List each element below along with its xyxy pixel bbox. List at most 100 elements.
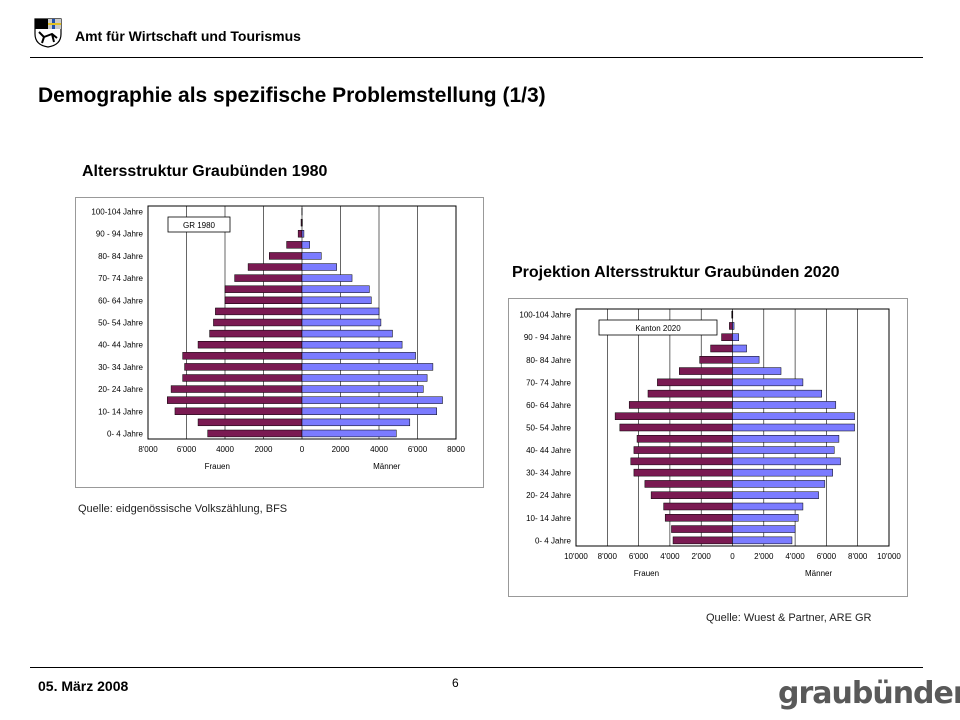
chart2-bar-frauen bbox=[679, 367, 733, 375]
chart2-bar-frauen bbox=[721, 333, 733, 341]
chart1-bar-frauen bbox=[184, 363, 303, 371]
chart1-bar-maenner bbox=[301, 418, 411, 427]
chart2-bar-frauen bbox=[647, 389, 733, 398]
chart2-category-label: 60- 64 Jahre bbox=[526, 401, 571, 410]
chart1-bar-frauen bbox=[247, 263, 303, 271]
chart1-x-tick-label: 2000 bbox=[255, 445, 273, 454]
chart2-bar-frauen bbox=[636, 435, 733, 443]
chart1-bar-frauen bbox=[170, 385, 303, 393]
graubuenden-wordmark-icon: graubünden bbox=[778, 676, 960, 711]
chart1-x-tick-label: 4000 bbox=[216, 445, 234, 454]
chart2-legend-label: Kanton 2020 bbox=[635, 324, 681, 333]
chart2-bar-maenner bbox=[732, 536, 793, 545]
coat-of-arms-graubuenden-icon bbox=[34, 18, 62, 48]
chart2-bar-maenner bbox=[732, 491, 819, 499]
chart1-bar-frauen bbox=[297, 230, 303, 238]
chart1-category-label: 70- 74 Jahre bbox=[98, 274, 143, 283]
chart2-bar-frauen bbox=[630, 457, 733, 466]
chart1-bar-maenner bbox=[301, 374, 428, 382]
chart2-bar-maenner bbox=[732, 502, 804, 511]
footer-divider bbox=[30, 667, 923, 668]
chart2-legend-box: Kanton 2020 bbox=[598, 319, 718, 336]
chart2-bar-frauen bbox=[710, 344, 733, 353]
chart2-bar-maenner bbox=[732, 480, 826, 488]
chart2-category-label: 40- 44 Jahre bbox=[526, 446, 571, 455]
chart1-xlabel-maenner: Männer bbox=[373, 462, 400, 471]
chart1-bar-maenner bbox=[301, 329, 393, 338]
chart1-population-pyramid-1980: 8'000 6'000 4000 2000 0 2000 4000 6'000 8000 Frau… bbox=[75, 197, 484, 488]
chart1-bar-frauen bbox=[209, 329, 303, 338]
chart1-category-label: 80- 84 Jahre bbox=[98, 252, 143, 261]
chart1-category-label: 60- 64 Jahre bbox=[98, 296, 143, 305]
chart1-x-tick-label: 6'000 bbox=[408, 445, 428, 454]
chart2-bar-frauen bbox=[657, 378, 733, 387]
chart1-title: Altersstruktur Graubünden 1980 bbox=[82, 163, 328, 180]
chart1-bar-maenner bbox=[301, 307, 380, 316]
chart1-x-tick-label: 4000 bbox=[370, 445, 388, 454]
chart2-bar-frauen bbox=[650, 491, 733, 499]
chart2-bar-maenner bbox=[732, 435, 840, 443]
chart1-category-label: 100-104 Jahre bbox=[91, 208, 143, 217]
chart2-bar-maenner bbox=[732, 514, 799, 522]
chart2-bar-frauen bbox=[644, 480, 733, 488]
chart1-bar-frauen bbox=[213, 318, 303, 327]
chart2-bar-maenner bbox=[732, 468, 833, 477]
chart1-bar-maenner bbox=[301, 252, 322, 260]
chart1-x-tick-label: 2000 bbox=[332, 445, 350, 454]
chart1-bar-frauen bbox=[167, 396, 303, 404]
chart1-bar-maenner bbox=[301, 363, 434, 371]
chart1-x-tick-label: 0 bbox=[300, 445, 305, 454]
chart1-bar-maenner bbox=[301, 263, 337, 271]
chart2-source: Quelle: Wuest & Partner, ARE GR bbox=[706, 612, 872, 624]
chart1-bar-frauen bbox=[215, 307, 303, 316]
chart2-category-label: 0- 4 Jahre bbox=[535, 536, 572, 545]
chart2-bar-maenner bbox=[732, 457, 841, 466]
chart2-bar-maenner bbox=[732, 423, 855, 432]
chart1-bar-frauen bbox=[234, 274, 303, 282]
chart2-bar-frauen bbox=[699, 356, 733, 364]
chart1-source: Quelle: eidgenössische Volkszählung, BFS bbox=[78, 503, 288, 515]
chart2-bar-maenner bbox=[732, 356, 760, 364]
chart2-x-tick-label: 4'000 bbox=[660, 552, 680, 561]
chart2-xlabel-maenner: Männer bbox=[805, 569, 832, 578]
chart2-x-tick-label: 10'000 bbox=[877, 552, 901, 561]
page-number: 6 bbox=[452, 676, 459, 690]
chart2-x-tick-label: 2'000 bbox=[754, 552, 774, 561]
chart1-category-label: 90 - 94 Jahre bbox=[96, 230, 144, 239]
chart2-bar-frauen bbox=[663, 502, 733, 511]
chart2-bar-maenner bbox=[732, 378, 804, 387]
chart1-bar-frauen bbox=[197, 418, 303, 427]
chart1-bar-frauen bbox=[286, 241, 303, 249]
chart2-category-label: 90 - 94 Jahre bbox=[524, 333, 572, 342]
chart2-x-tick-label: 6'000 bbox=[629, 552, 649, 561]
chart2-bar-frauen bbox=[671, 525, 733, 533]
chart2-bar-frauen bbox=[614, 412, 733, 420]
chart2-bar-frauen bbox=[633, 446, 733, 454]
chart1-x-tick-label: 8'000 bbox=[138, 445, 158, 454]
chart1-bar-maenner bbox=[301, 318, 382, 327]
chart1-category-label: 10- 14 Jahre bbox=[98, 407, 143, 416]
chart2-bar-maenner bbox=[732, 389, 822, 398]
chart1-legend-label: GR 1980 bbox=[183, 221, 216, 230]
chart1-bar-maenner bbox=[301, 352, 416, 360]
chart2-bar-frauen bbox=[664, 514, 733, 522]
chart1-bar-maenner bbox=[301, 241, 310, 249]
chart1-bar-maenner bbox=[301, 385, 424, 393]
chart2-x-tick-label: 0 bbox=[730, 552, 735, 561]
chart1-category-label: 40- 44 Jahre bbox=[98, 341, 143, 350]
chart2-category-label: 100-104 Jahre bbox=[519, 311, 571, 320]
chart2-title: Projektion Altersstruktur Graubünden 202… bbox=[512, 264, 840, 281]
chart2-bar-maenner bbox=[732, 333, 740, 341]
chart1-category-label: 30- 34 Jahre bbox=[98, 363, 143, 372]
chart2-population-pyramid-2020: 10'000 8'000 6'000 4'000 2'000 0 2'000 4'000 6'0… bbox=[508, 298, 908, 597]
chart2-bar-maenner bbox=[732, 322, 735, 330]
chart2-category-label: 70- 74 Jahre bbox=[526, 378, 571, 387]
chart1-bar-frauen bbox=[224, 296, 303, 304]
chart1-category-label: 20- 24 Jahre bbox=[98, 385, 143, 394]
chart2-bar-frauen bbox=[619, 423, 733, 432]
organization-name: Amt für Wirtschaft und Tourismus bbox=[75, 28, 301, 44]
chart2-bar-maenner bbox=[732, 367, 782, 375]
chart1-bar-maenner bbox=[301, 285, 370, 293]
chart2-category-label: 20- 24 Jahre bbox=[526, 491, 571, 500]
chart2-category-label: 50- 54 Jahre bbox=[526, 424, 571, 433]
